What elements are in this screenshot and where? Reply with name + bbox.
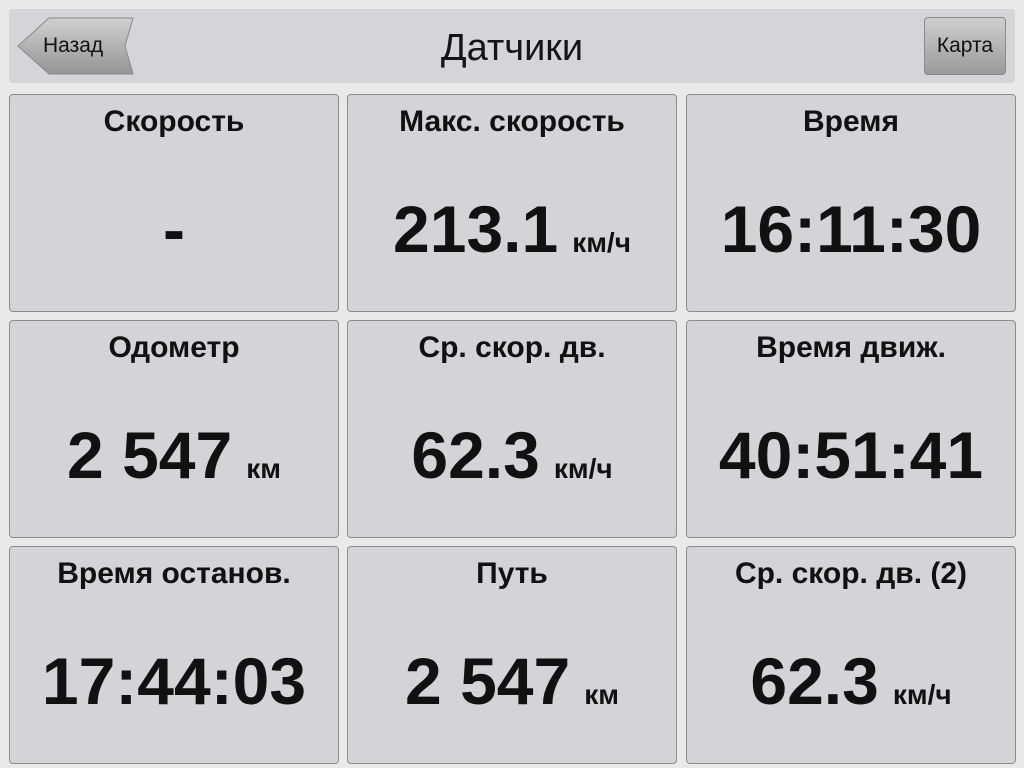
back-arrow-icon bbox=[17, 17, 134, 75]
sensor-label: Путь bbox=[476, 557, 548, 590]
sensor-value: 2 547 км bbox=[10, 417, 338, 493]
sensor-value: 2 547 км bbox=[348, 643, 676, 719]
sensor-number: 17:44:03 bbox=[41, 644, 307, 718]
sensor-label: Ср. скор. дв. bbox=[418, 331, 606, 364]
sensor-label: Ср. скор. дв. (2) bbox=[734, 557, 968, 590]
sensor-value: 16:11:30 bbox=[687, 191, 1015, 267]
sensor-number: 62.3 bbox=[411, 418, 540, 492]
sensor-value: 17:44:03 bbox=[10, 643, 338, 719]
sensor-tile[interactable]: Скорость - bbox=[9, 94, 339, 312]
back-button[interactable]: Назад bbox=[17, 17, 135, 75]
sensor-tile[interactable]: Время останов. 17:44:03 bbox=[9, 546, 339, 764]
sensor-value: 62.3 км/ч bbox=[687, 643, 1015, 719]
sensor-unit: км bbox=[584, 679, 619, 710]
sensor-number: 62.3 bbox=[750, 644, 879, 718]
sensor-value: 62.3 км/ч bbox=[348, 417, 676, 493]
sensor-label: Время движ. bbox=[756, 331, 946, 364]
sensor-label: Одометр bbox=[108, 331, 240, 364]
page-title: Датчики bbox=[440, 27, 584, 69]
sensor-value: - bbox=[10, 191, 338, 267]
sensor-value: 40:51:41 bbox=[687, 417, 1015, 493]
sensor-number: 40:51:41 bbox=[718, 418, 984, 492]
sensor-unit: км bbox=[246, 453, 281, 484]
sensor-tile[interactable]: Одометр 2 547 км bbox=[9, 320, 339, 538]
sensor-label: Время останов. bbox=[57, 557, 291, 590]
sensor-value: 213.1 км/ч bbox=[348, 191, 676, 267]
sensor-tile[interactable]: Путь 2 547 км bbox=[347, 546, 677, 764]
sensor-number: 213.1 bbox=[393, 192, 559, 266]
sensor-label: Скорость bbox=[103, 105, 245, 138]
map-button[interactable]: Карта bbox=[924, 17, 1006, 75]
sensor-unit: км/ч bbox=[572, 227, 631, 258]
sensor-tile[interactable]: Ср. скор. дв. 62.3 км/ч bbox=[347, 320, 677, 538]
sensor-number: - bbox=[163, 192, 185, 266]
sensor-tile[interactable]: Время движ. 40:51:41 bbox=[686, 320, 1016, 538]
sensor-number: 16:11:30 bbox=[720, 192, 982, 266]
sensor-unit: км/ч bbox=[892, 679, 952, 710]
sensor-label: Макс. скорость bbox=[399, 105, 625, 138]
sensor-number: 2 547 bbox=[405, 644, 571, 718]
sensor-tile[interactable]: Время 16:11:30 bbox=[686, 94, 1016, 312]
back-label: Назад bbox=[43, 34, 104, 57]
sensor-tile[interactable]: Макс. скорость 213.1 км/ч bbox=[347, 94, 677, 312]
sensor-tile[interactable]: Ср. скор. дв. (2) 62.3 км/ч bbox=[686, 546, 1016, 764]
sensor-unit: км/ч bbox=[553, 453, 613, 484]
sensor-number: 2 547 bbox=[67, 418, 233, 492]
top-bar: Назад Датчики Карта bbox=[9, 9, 1015, 83]
sensor-label: Время bbox=[803, 105, 899, 138]
